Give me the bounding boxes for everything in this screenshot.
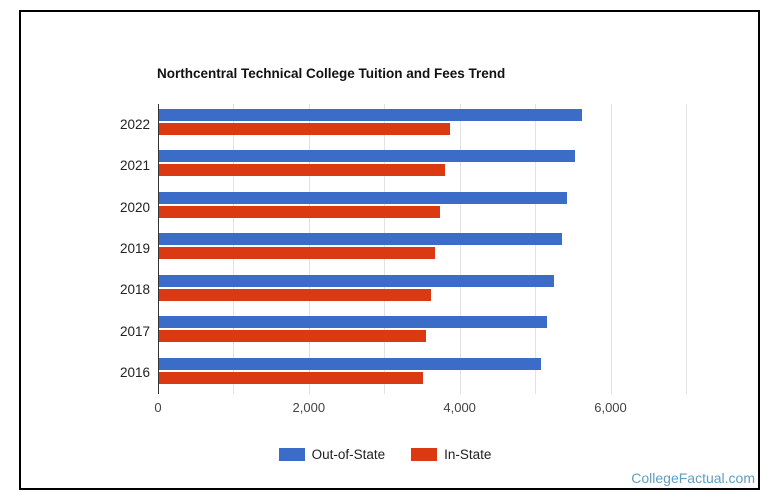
legend: Out-of-State In-State — [0, 447, 770, 462]
bar-out-of-state-2018 — [159, 274, 555, 287]
bar-in-state-2019 — [159, 247, 436, 260]
bar-out-of-state-2021 — [159, 150, 576, 163]
y-axis-label-2021: 2021 — [119, 158, 150, 174]
y-axis-label-2019: 2019 — [119, 241, 150, 256]
x-axis-tick-label-0: 0 — [154, 400, 162, 415]
plot-area — [158, 104, 701, 394]
y-axis-line — [158, 104, 159, 394]
bar-in-state-2020 — [159, 205, 440, 218]
x-axis-tick-label-6000: 6,000 — [594, 400, 627, 415]
bar-in-state-2022 — [159, 123, 451, 135]
bar-out-of-state-2020 — [159, 191, 567, 204]
legend-label-out-of-state: Out-of-State — [311, 447, 386, 462]
bar-in-state-2016 — [159, 371, 423, 384]
y-axis-label-2020: 2020 — [119, 199, 150, 215]
bar-in-state-2018 — [159, 288, 431, 301]
bar-out-of-state-2022 — [159, 109, 583, 121]
bar-out-of-state-2019 — [159, 233, 562, 246]
y-axis-label-2016: 2016 — [119, 365, 150, 381]
y-axis-label-2022: 2022 — [119, 116, 150, 132]
legend-item-in-state: In-State — [411, 447, 491, 462]
legend-swatch-out-of-state-icon — [278, 448, 305, 461]
bar-out-of-state-2017 — [159, 316, 548, 329]
gridline — [459, 104, 461, 394]
chart-title: Northcentral Technical College Tuition a… — [157, 66, 506, 81]
legend-item-out-of-state: Out-of-State — [278, 447, 386, 462]
gridline — [610, 104, 612, 394]
legend-swatch-in-state-icon — [411, 448, 438, 461]
legend-label-in-state: In-State — [444, 447, 492, 462]
bar-in-state-2017 — [159, 330, 426, 343]
y-axis-label-2018: 2018 — [119, 282, 150, 298]
x-axis-tick-label-4000: 4,000 — [443, 400, 476, 415]
x-axis-tick-label-2000: 2,000 — [292, 400, 326, 415]
gridline — [535, 104, 537, 394]
gridline — [685, 104, 687, 394]
bar-in-state-2021 — [159, 164, 445, 177]
y-axis-label-2017: 2017 — [119, 323, 150, 339]
collegefactual-watermark: CollegeFactual.com — [631, 470, 755, 486]
bar-out-of-state-2016 — [159, 357, 542, 370]
